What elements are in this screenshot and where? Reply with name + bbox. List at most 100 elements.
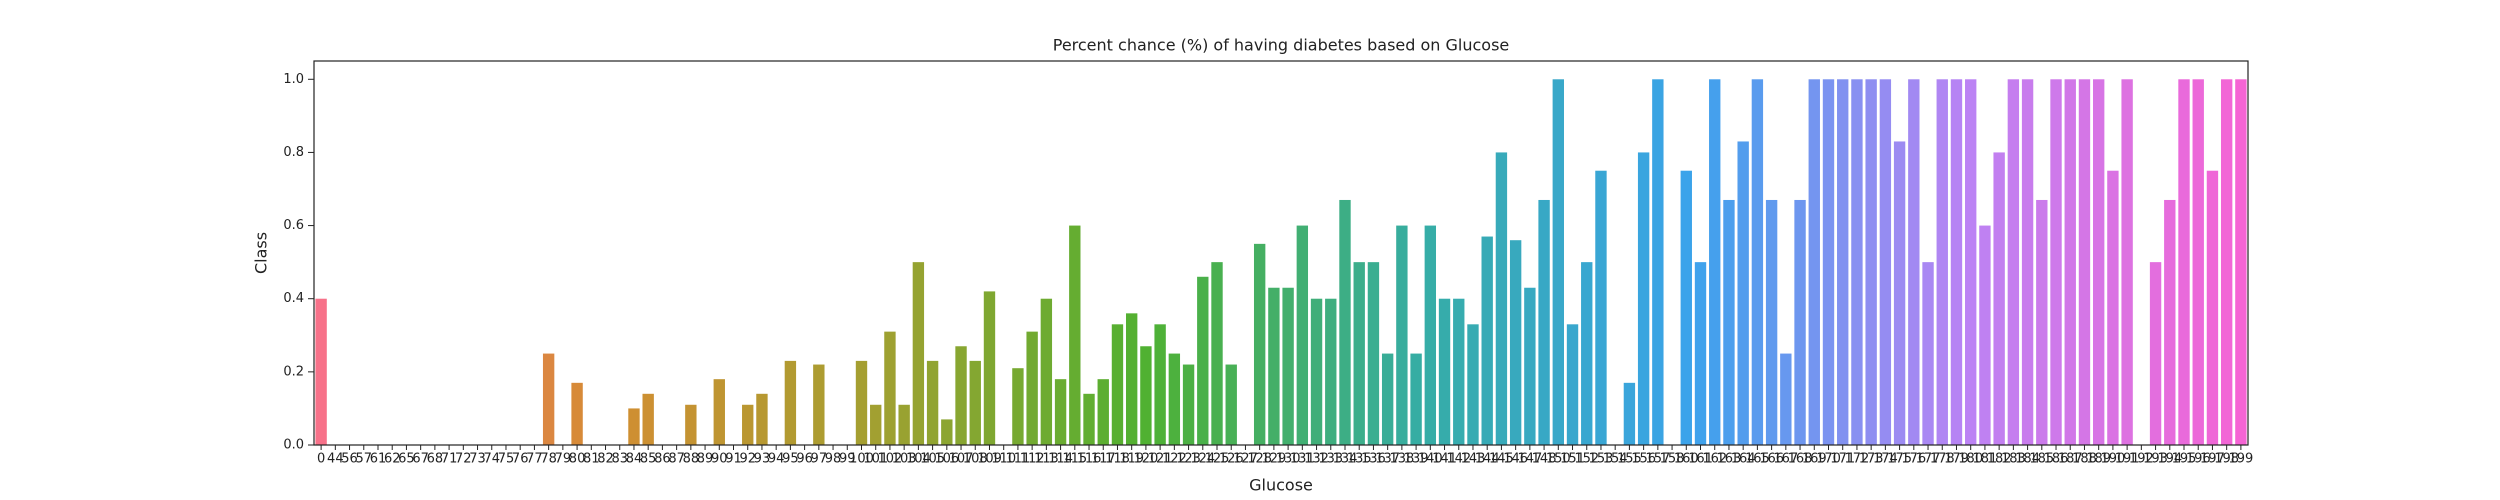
bar [1182, 364, 1195, 445]
bar [1595, 170, 1607, 445]
x-tick-label: 130 [1276, 452, 1301, 467]
bar [1851, 79, 1863, 446]
bar [1381, 353, 1394, 445]
bar [315, 298, 327, 445]
x-tick-label: 110 [991, 452, 1016, 467]
x-tick-label: 160 [1674, 452, 1699, 467]
x-tick-label: 103 [892, 452, 917, 467]
bar [1396, 225, 1408, 445]
bar [784, 360, 797, 445]
x-tick-label: 65 [398, 452, 415, 467]
x-tick-label: 192 [2129, 452, 2154, 467]
x-tick-label: 156 [1631, 452, 1656, 467]
bar [2121, 79, 2133, 446]
bar [2206, 170, 2219, 445]
bar [542, 353, 555, 445]
x-tick-label: 164 [1731, 452, 1756, 467]
x-tick-label: 136 [1361, 452, 1386, 467]
x-tick-label: 116 [1077, 452, 1102, 467]
x-tick-label: 125 [1205, 452, 1230, 467]
x-tick-label: 158 [1660, 452, 1685, 467]
x-tick-label: 199 [2228, 452, 2253, 467]
bar [1652, 79, 1664, 446]
bar [1822, 79, 1835, 446]
bar [713, 379, 725, 445]
bar [969, 360, 981, 445]
x-tick-label: 191 [2115, 452, 2140, 467]
x-tick-label: 87 [668, 452, 685, 467]
x-tick-label: 113 [1034, 452, 1059, 467]
bar [1481, 236, 1493, 445]
bar [2036, 199, 2048, 445]
y-axis-label: Class [252, 232, 271, 274]
x-tick-label: 126 [1219, 452, 1244, 467]
x-tick-label: 93 [754, 452, 771, 467]
bar [955, 346, 967, 445]
bar [1837, 79, 1849, 446]
x-tick-label: 154 [1603, 452, 1628, 467]
bar [1438, 298, 1451, 445]
x-tick-label: 67 [412, 452, 429, 467]
x-tick-label: 44 [327, 452, 344, 467]
bar [2149, 262, 2162, 445]
x-tick-label: 157 [1645, 452, 1670, 467]
bar [1069, 225, 1081, 445]
x-tick-label: 189 [2086, 452, 2111, 467]
x-tick-label: 176 [1901, 452, 1926, 467]
x-tick-label: 68 [427, 452, 444, 467]
x-tick-label: 98 [825, 452, 842, 467]
bar [2092, 79, 2105, 446]
x-tick-label: 84 [626, 452, 643, 467]
x-tick-label: 182 [1987, 452, 2012, 467]
x-tick-label: 72 [455, 452, 472, 467]
bar [2220, 79, 2233, 446]
x-tick-label: 105 [920, 452, 945, 467]
bar [1125, 313, 1138, 445]
x-tick-label: 166 [1759, 452, 1784, 467]
x-tick-label: 170 [1816, 452, 1841, 467]
x-tick-label: 195 [2172, 452, 2197, 467]
bar [855, 360, 868, 445]
bar [1168, 353, 1181, 445]
x-tick-label: 173 [1859, 452, 1884, 467]
x-tick-label: 119 [1119, 452, 1144, 467]
bar [1424, 225, 1437, 445]
bar [1993, 152, 2005, 445]
x-tick-label: 124 [1190, 452, 1215, 467]
x-tick-label: 179 [1944, 452, 1969, 467]
x-tick-label: 99 [839, 452, 856, 467]
bar [1780, 353, 1792, 445]
x-tick-label: 106 [934, 452, 959, 467]
y-tick-label: 0.6 [283, 218, 304, 233]
x-tick-label: 61 [370, 452, 387, 467]
bar [813, 364, 825, 445]
bar [1623, 382, 1636, 445]
x-tick-label: 186 [2044, 452, 2069, 467]
x-tick-label: 197 [2200, 452, 2225, 467]
x-tick-label: 102 [878, 452, 903, 467]
x-tick-label: 168 [1788, 452, 1813, 467]
bar [1367, 262, 1380, 445]
x-tick-label: 146 [1503, 452, 1528, 467]
bar [1723, 199, 1735, 445]
bar [1965, 79, 1977, 446]
bar [1524, 287, 1536, 445]
x-tick-label: 163 [1717, 452, 1742, 467]
x-tick-label: 101 [863, 452, 888, 467]
x-tick-label: 0 [317, 452, 325, 467]
x-tick-label: 97 [811, 452, 828, 467]
bar [1637, 152, 1650, 445]
bar [2021, 79, 2034, 446]
bar [1310, 298, 1323, 445]
bar [571, 382, 583, 445]
bar [1979, 225, 1991, 445]
bar [742, 404, 754, 445]
x-tick-label: 104 [906, 452, 931, 467]
x-tick-label: 143 [1461, 452, 1486, 467]
x-tick-label: 167 [1773, 452, 1798, 467]
x-tick-label: 100 [849, 452, 874, 467]
x-tick-label: 153 [1589, 452, 1614, 467]
x-tick-label: 107 [949, 452, 974, 467]
bar [1922, 262, 1934, 445]
